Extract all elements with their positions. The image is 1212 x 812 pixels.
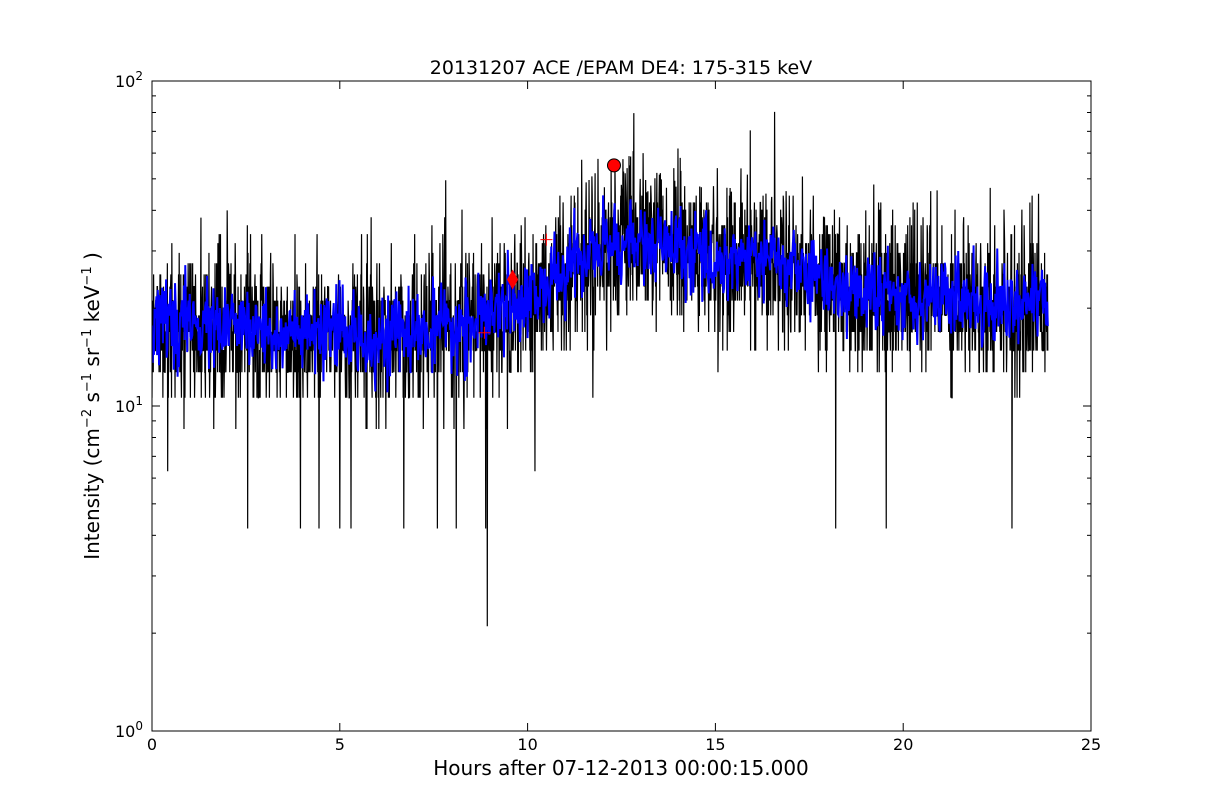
y-tick-label-2: 102 (115, 69, 143, 91)
y-axis-label: Intensity (cm−2 s−1 sr−1 keV−1 ) (80, 252, 104, 560)
y-axis-label-sup1: −2 (80, 409, 95, 428)
y-axis-label-sr: sr (80, 347, 104, 373)
y-tick-label-1: 101 (115, 394, 143, 416)
peak-circle-marker (606, 158, 621, 173)
x-tick-label-1: 5 (335, 735, 345, 754)
x-tick-label-5: 25 (1081, 735, 1101, 754)
y-tick-label-0: 100 (115, 719, 143, 741)
y-axis-label-suffix: ) (80, 252, 104, 266)
y-axis-label-s: s (80, 392, 104, 409)
plus-marker-3 (540, 233, 553, 246)
plus-marker-2 (478, 326, 491, 339)
x-tick-label-4: 20 (893, 735, 913, 754)
y-axis-label-sup3: −1 (80, 329, 95, 348)
smoothed-intensity-line (152, 195, 1049, 393)
plot-area (152, 111, 1049, 627)
x-tick-label-2: 10 (517, 735, 537, 754)
y-axis-label-sup2: −1 (80, 373, 95, 392)
x-tick-label-3: 15 (705, 735, 725, 754)
y-axis-label-sup4: −1 (80, 266, 95, 285)
onset-diamond-marker (507, 269, 519, 290)
y-axis-label-kev: keV (80, 285, 104, 329)
chart-title: 20131207 ACE /EPAM DE4: 175-315 keV (430, 57, 812, 79)
axis-tick-labels: 0 5 10 15 20 25 100 101 102 (115, 69, 1101, 754)
x-axis-label: Hours after 07-12-2013 00:00:15.000 (433, 756, 809, 780)
plot-frame (151, 80, 1092, 732)
y-axis-label-prefix: Intensity (cm (80, 428, 104, 560)
x-tick-label-0: 0 (147, 735, 157, 754)
